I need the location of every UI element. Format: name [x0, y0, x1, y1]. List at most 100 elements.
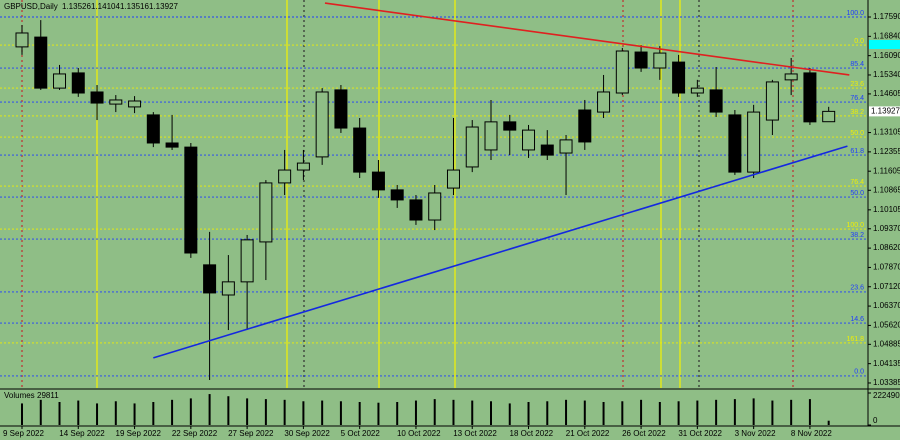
- fib-label: 38.2: [850, 232, 864, 239]
- y-tick-label: 1.16840: [873, 31, 900, 40]
- candle: [672, 54, 686, 97]
- candle-body: [709, 89, 723, 113]
- trend-line: [324, 2, 850, 76]
- candle-body: [465, 126, 479, 168]
- candle: [634, 45, 648, 72]
- x-tick-label: 13 Oct 2022: [453, 429, 497, 438]
- candle-body: [334, 89, 348, 129]
- candle-body: [353, 127, 367, 173]
- candle: [615, 47, 629, 96]
- candle: [428, 184, 442, 231]
- y-tick-label: 1.04135: [873, 359, 900, 368]
- candle-body: [503, 121, 517, 131]
- y-tick-label: 1.06370: [873, 301, 900, 310]
- y-tick-label: 1.11605: [873, 166, 900, 175]
- candle: [503, 114, 517, 156]
- y-tick-label: 1.07120: [873, 282, 900, 291]
- fib-label: 100.0: [846, 10, 864, 17]
- candle-body: [128, 100, 142, 108]
- x-tick-label: 31 Oct 2022: [678, 429, 722, 438]
- candle: [315, 88, 329, 165]
- x-tick-label: 18 Oct 2022: [510, 429, 554, 438]
- candle: [221, 255, 235, 331]
- fib-label: 100.0: [846, 222, 864, 229]
- candle: [15, 24, 29, 55]
- x-tick-label: 21 Oct 2022: [566, 429, 610, 438]
- candle: [259, 180, 273, 281]
- x-tick-label: 8 Nov 2022: [791, 429, 832, 438]
- candle-body: [672, 61, 686, 94]
- y-tick-label: 1.14605: [873, 89, 900, 98]
- candle-body: [109, 99, 123, 105]
- candle-body: [165, 142, 179, 148]
- candle: [128, 96, 142, 114]
- candle: [653, 46, 667, 80]
- x-tick-label: 27 Sep 2022: [228, 429, 274, 438]
- ohlc-high: 1.14104: [91, 2, 120, 11]
- candle-body: [484, 121, 498, 151]
- x-tick-label: 9 Sep 2022: [3, 429, 44, 438]
- candle: [203, 231, 217, 381]
- candle: [709, 66, 723, 117]
- candle-body: [578, 109, 592, 143]
- candle: [278, 149, 292, 196]
- candle-body: [559, 139, 573, 154]
- fib-label: 61.8: [850, 148, 864, 155]
- candle-body: [203, 264, 217, 294]
- candle-body: [390, 189, 404, 201]
- candle: [747, 104, 761, 179]
- candle-body: [540, 144, 554, 156]
- candle: [34, 20, 48, 90]
- candle: [146, 112, 160, 148]
- fib-label: 23.6: [850, 285, 864, 292]
- y-tick-label: 1.09370: [873, 224, 900, 233]
- x-tick-label: 30 Sep 2022: [284, 429, 330, 438]
- candle: [109, 95, 123, 113]
- fib-label: 38.2: [850, 109, 864, 116]
- candle-body: [296, 162, 310, 171]
- candle-body: [597, 91, 611, 113]
- candle-body: [522, 129, 536, 151]
- candle-body: [34, 36, 48, 89]
- fib-label: 161.8: [846, 336, 864, 343]
- candle-body: [278, 169, 292, 184]
- candle: [597, 74, 611, 118]
- y-tick-label: 1.08620: [873, 243, 900, 252]
- fib-label: 50.0: [850, 190, 864, 197]
- candle: [409, 195, 423, 225]
- candle-body: [259, 182, 273, 243]
- candle-body: [315, 91, 329, 158]
- volume-tick-label: 0: [873, 416, 878, 425]
- fib-label: 85.4: [850, 61, 864, 68]
- candle: [165, 114, 179, 150]
- candle: [71, 68, 85, 97]
- fib-label: 50.0: [850, 130, 864, 137]
- candle-body: [784, 73, 798, 81]
- candle: [334, 85, 348, 133]
- candle-body: [747, 111, 761, 173]
- candle: [765, 79, 779, 136]
- candle-body: [803, 72, 817, 123]
- candle: [822, 106, 836, 123]
- y-tick-label: 1.07870: [873, 263, 900, 272]
- header: GBPUSD,Daily 1.13526 1.14104 1.13516 1.1…: [4, 2, 178, 11]
- candle-body: [240, 239, 254, 283]
- candle: [522, 124, 536, 158]
- volume-title: Volumes: [4, 391, 35, 400]
- candle-body: [728, 114, 742, 173]
- candle-body: [53, 73, 67, 89]
- candle: [728, 110, 742, 175]
- y-tick-label: 1.10105: [873, 205, 900, 214]
- candle-body: [221, 281, 235, 296]
- candle-body: [90, 91, 104, 104]
- volume-current: 29811: [37, 391, 59, 400]
- symbol-title: GBPUSD,Daily: [4, 2, 58, 11]
- candle-body: [765, 81, 779, 121]
- x-tick-label: 5 Oct 2022: [341, 429, 381, 438]
- fib-label: 0.0: [854, 38, 864, 45]
- x-tick-label: 14 Sep 2022: [59, 429, 105, 438]
- candle: [465, 120, 479, 173]
- candle: [371, 159, 385, 198]
- candle-body: [615, 50, 629, 94]
